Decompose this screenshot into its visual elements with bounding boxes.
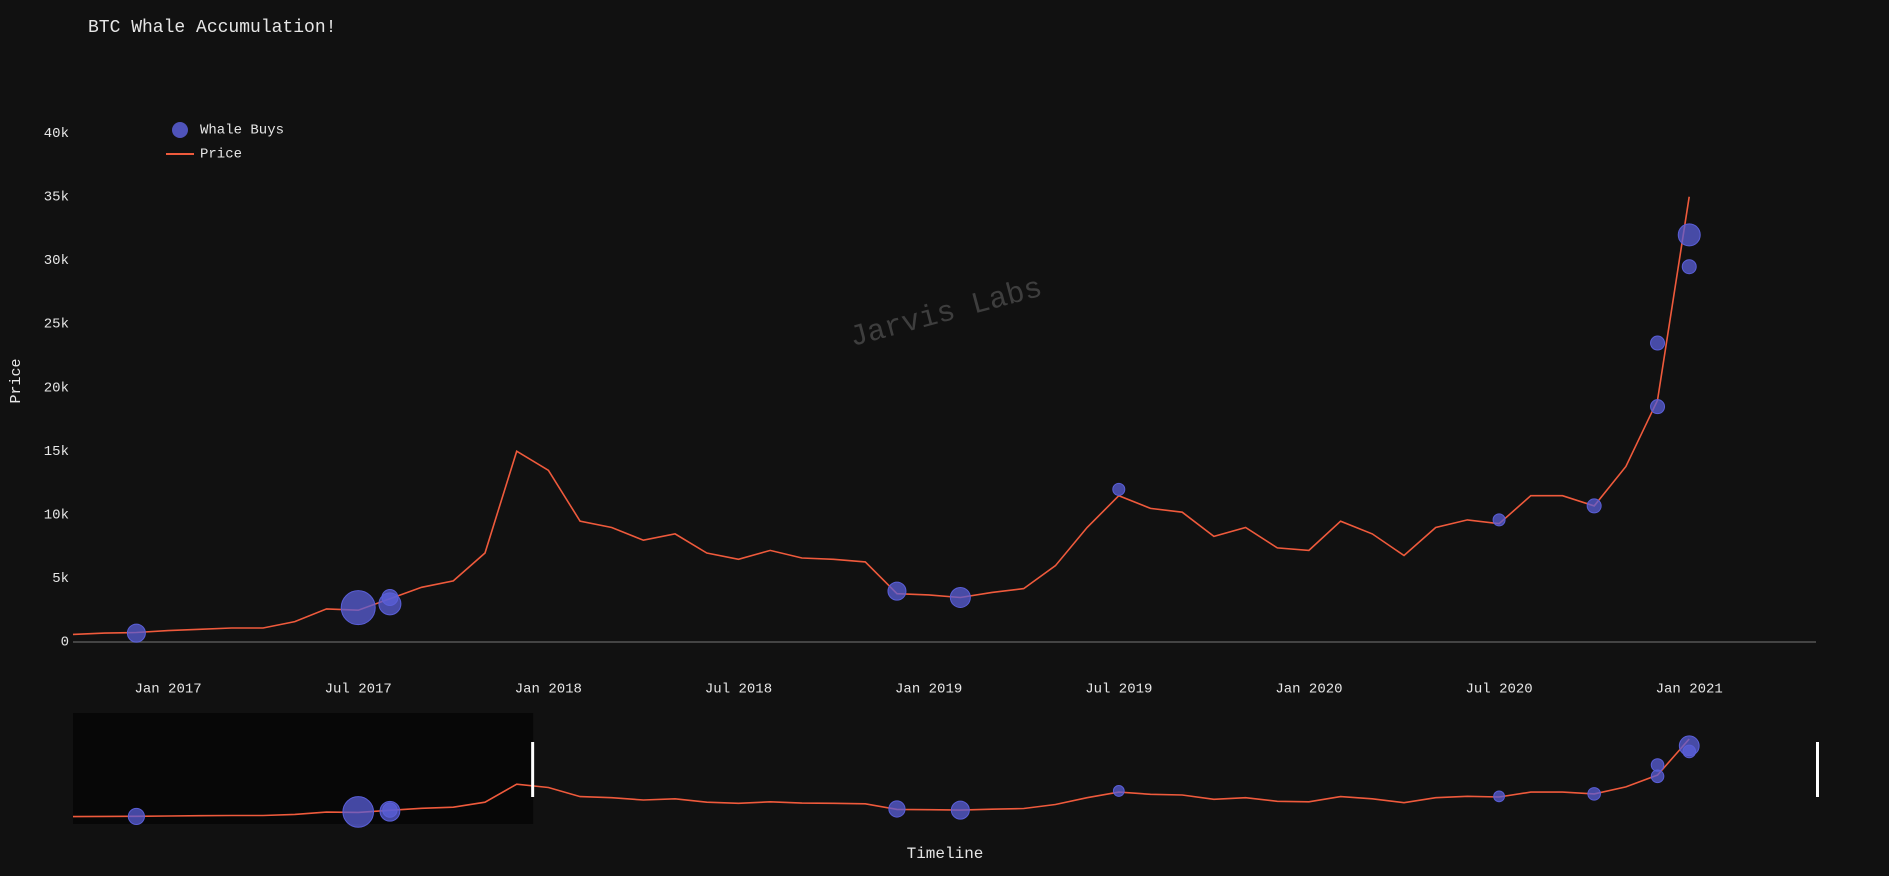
- y-axis-label: Price: [8, 358, 25, 403]
- watermark: Jarvis Labs: [846, 272, 1046, 356]
- whale-point: [126, 623, 146, 643]
- slider-handle[interactable]: [531, 742, 535, 797]
- whale-point: [1586, 498, 1602, 514]
- x-tick-label: Jul 2020: [1465, 682, 1532, 698]
- y-tick-label: 15k: [44, 444, 69, 460]
- y-tick-label: 40k: [44, 126, 69, 142]
- y-tick-label: 25k: [44, 317, 69, 333]
- whale-point: [1492, 513, 1506, 527]
- x-tick-label: Jan 2017: [134, 682, 201, 698]
- slider-whale-point: [127, 807, 145, 826]
- slider-whale-point: [950, 800, 970, 820]
- slider-price-line: [72, 738, 1690, 818]
- y-tick-label: 5k: [52, 571, 69, 587]
- slider-whale-point: [382, 802, 398, 818]
- slider-whale-point: [888, 800, 906, 818]
- slider-whale-point: [1587, 787, 1601, 801]
- y-tick-label: 0: [61, 635, 69, 651]
- slider-whale-point: [1112, 785, 1125, 797]
- x-tick-label: Jan 2018: [515, 682, 582, 698]
- legend-marker: [172, 122, 188, 138]
- y-tick-label: 20k: [44, 380, 69, 396]
- x-tick-label: Jul 2018: [705, 682, 772, 698]
- slider-whale-point: [1493, 790, 1505, 803]
- x-tick-label: Jan 2021: [1656, 682, 1723, 698]
- chart-title: BTC Whale Accumulation!: [88, 18, 336, 38]
- whale-point: [949, 586, 971, 608]
- slider-handle[interactable]: [1816, 742, 1819, 797]
- y-tick-label: 35k: [44, 189, 69, 205]
- y-tick-label: 10k: [44, 507, 69, 523]
- slider-whale-point: [1650, 758, 1665, 772]
- whale-point: [887, 581, 907, 601]
- x-tick-label: Jul 2019: [1085, 682, 1152, 698]
- legend-label[interactable]: Whale Buys: [200, 123, 284, 139]
- whale-point: [340, 590, 376, 626]
- whale-point: [1677, 223, 1701, 247]
- y-tick-label: 30k: [44, 253, 69, 269]
- x-tick-label: Jan 2019: [895, 682, 962, 698]
- slider-whale-point: [342, 796, 375, 828]
- x-tick-label: Jan 2020: [1275, 682, 1342, 698]
- x-tick-label: Jul 2017: [325, 682, 392, 698]
- whale-point: [1650, 335, 1666, 351]
- slider-whale-point: [1650, 769, 1665, 784]
- price-line: [72, 196, 1690, 636]
- range-slider-mask: [73, 713, 534, 824]
- whale-point: [381, 588, 399, 606]
- legend-label[interactable]: Price: [200, 147, 242, 163]
- whale-point: [1681, 259, 1697, 275]
- x-axis-label: Timeline: [907, 845, 984, 863]
- whale-point: [1650, 399, 1666, 415]
- whale-point: [1112, 482, 1126, 496]
- slider-whale-point: [1678, 735, 1700, 757]
